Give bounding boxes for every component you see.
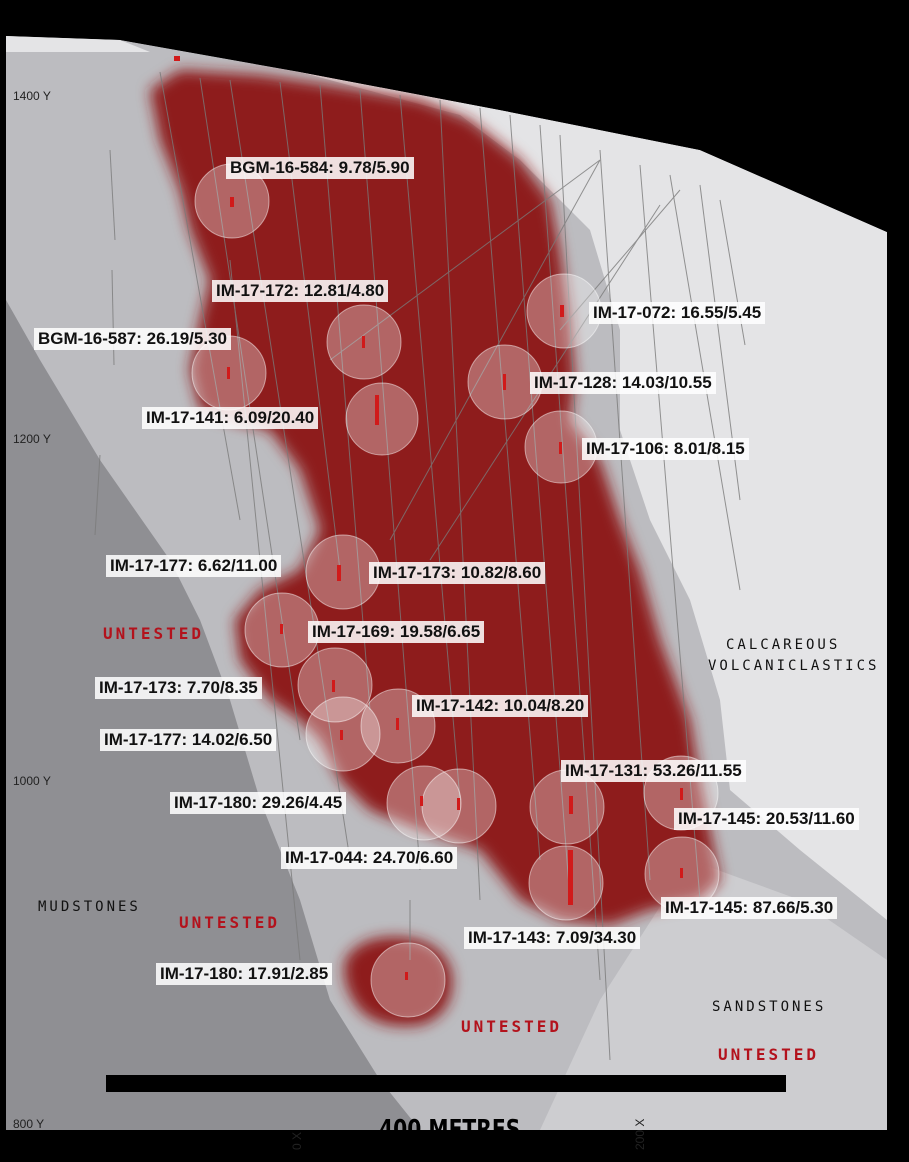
y-tick-1000: 1000 Y xyxy=(13,774,51,788)
intercept-label-im-17-177b: IM-17-177: 14.02/6.50 xyxy=(100,729,277,751)
intercept-label-im-17-106: IM-17-106: 8.01/8.15 xyxy=(582,438,749,460)
x-tick-0: 0 X xyxy=(290,1131,304,1150)
intercept-ticks xyxy=(174,56,683,980)
calcareous-label: CALCAREOUS xyxy=(726,637,841,653)
y-tick-1200: 1200 Y xyxy=(13,432,51,446)
intercept-label-im-17-072: IM-17-072: 16.55/5.45 xyxy=(589,302,766,324)
y-tick-800: 800 Y xyxy=(13,1117,45,1131)
y-tick-1400: 1400 Y xyxy=(13,89,51,103)
x-tick-200: 200 X xyxy=(633,1118,647,1150)
intercept-label-bgm-16-584: BGM-16-584: 9.78/5.90 xyxy=(226,157,414,179)
volcaniclastics-label: VOLCANICLASTICS xyxy=(708,658,880,674)
intercept-label-im-17-044: IM-17-044: 24.70/6.60 xyxy=(281,847,458,869)
intercept-label-im-17-173: IM-17-173: 10.82/8.60 xyxy=(369,562,546,584)
untested-label: UNTESTED xyxy=(718,1045,820,1064)
intercept-label-im-17-177: IM-17-177: 6.62/11.00 xyxy=(106,555,282,577)
intercept-circles xyxy=(191,163,720,1018)
sandstones-unit xyxy=(540,860,887,1130)
intercept-label-im-17-169: IM-17-169: 19.58/6.65 xyxy=(308,621,485,643)
mudstones-unit xyxy=(6,300,420,1130)
mudstones-label: MUDSTONES xyxy=(38,899,141,915)
mineralized-pod xyxy=(344,936,453,1026)
intercept-label-im-17-131: IM-17-131: 53.26/11.55 xyxy=(561,760,746,782)
sandstones-label: SANDSTONES xyxy=(712,999,827,1015)
intercept-label-im-17-143: IM-17-143: 7.09/34.30 xyxy=(464,927,641,949)
intercept-label-im-17-145: IM-17-145: 20.53/11.60 xyxy=(674,808,859,830)
intercept-label-bgm-16-587: BGM-16-587: 26.19/5.30 xyxy=(34,328,231,350)
intercept-label-im-17-180b: IM-17-180: 17.91/2.85 xyxy=(156,963,333,985)
untested-label: UNTESTED xyxy=(179,913,281,932)
untested-label: UNTESTED xyxy=(461,1017,563,1036)
intercept-label-im-17-172: IM-17-172: 12.81/4.80 xyxy=(212,280,389,302)
untested-label: UNTESTED xyxy=(103,624,205,643)
intercept-label-im-17-141: IM-17-141: 6.09/20.40 xyxy=(142,407,319,429)
intercept-label-im-17-142: IM-17-142: 10.04/8.20 xyxy=(412,695,589,717)
scale-bar-label: 400 METRES xyxy=(379,1115,521,1145)
intercept-label-im-17-173b: IM-17-173: 7.70/8.35 xyxy=(95,677,262,699)
intercept-label-im-17-180: IM-17-180: 29.26/4.45 xyxy=(170,792,347,814)
intercept-label-im-17-145b: IM-17-145: 87.66/5.30 xyxy=(661,897,838,919)
scale-bar xyxy=(106,1075,786,1092)
intercept-label-im-17-128: IM-17-128: 14.03/10.55 xyxy=(530,372,716,394)
